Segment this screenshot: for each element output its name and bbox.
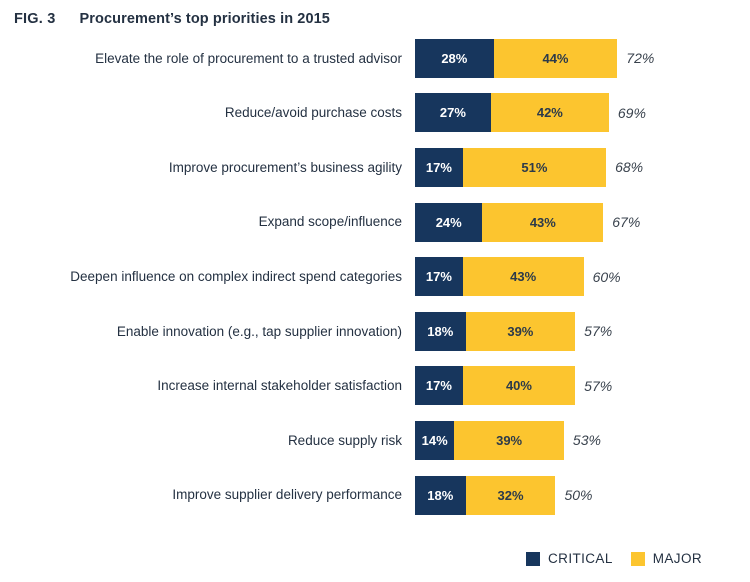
chart-row: Increase internal stakeholder satisfacti…: [0, 359, 750, 414]
total-label: 69%: [617, 104, 646, 121]
chart-rows: Elevate the role of procurement to a tru…: [0, 31, 750, 522]
chart-row: Improve procurement’s business agility 1…: [0, 140, 750, 195]
stacked-bar: 18% 32%: [415, 475, 556, 515]
total-label: 50%: [564, 487, 593, 504]
figure-title-bar: FIG. 3 Procurement’s top priorities in 2…: [0, 0, 750, 27]
bar-segment-critical: 27%: [415, 93, 491, 133]
stacked-bar: 27% 42%: [415, 93, 609, 133]
chart-row: Elevate the role of procurement to a tru…: [0, 31, 750, 86]
category-label: Deepen influence on complex indirect spe…: [70, 268, 402, 284]
bar-segment-major: 44%: [493, 38, 618, 78]
category-label: Enable innovation (e.g., tap supplier in…: [116, 323, 402, 339]
chart-row: Improve supplier delivery performance 18…: [0, 468, 750, 523]
category-label: Reduce/avoid purchase costs: [224, 105, 402, 121]
total-label: 72%: [626, 50, 655, 67]
chart-row: Reduce supply risk 14% 39% 53%: [0, 413, 750, 468]
category-label: Reduce supply risk: [287, 432, 402, 448]
bar-segment-critical: 24%: [415, 202, 483, 242]
total-label: 57%: [584, 377, 613, 394]
bar-segment-critical: 17%: [415, 147, 463, 187]
legend-label-critical: CRITICAL: [548, 551, 613, 566]
stacked-bar: 17% 43%: [415, 257, 584, 297]
stacked-bar: 17% 40%: [415, 366, 576, 406]
chart-row: Enable innovation (e.g., tap supplier in…: [0, 304, 750, 359]
chart-row: Reduce/avoid purchase costs 27% 42% 69%: [0, 86, 750, 141]
bar-segment-critical: 14%: [415, 420, 455, 460]
category-label: Improve supplier delivery performance: [172, 487, 402, 503]
category-label: Increase internal stakeholder satisfacti…: [157, 378, 402, 394]
stacked-bar: 14% 39%: [415, 420, 564, 460]
stacked-bar: 28% 44%: [415, 38, 618, 78]
total-label: 60%: [592, 268, 621, 285]
category-label: Elevate the role of procurement to a tru…: [95, 50, 402, 66]
bar-segment-major: 43%: [482, 202, 604, 242]
chart-row: Deepen influence on complex indirect spe…: [0, 249, 750, 304]
stacked-bar: 18% 39%: [415, 311, 576, 351]
bar-segment-major: 39%: [465, 311, 576, 351]
legend-label-major: MAJOR: [652, 551, 702, 566]
figure-number: FIG. 3: [14, 11, 56, 27]
bar-segment-major: 40%: [462, 366, 576, 406]
bar-segment-major: 51%: [462, 147, 607, 187]
total-label: 53%: [572, 432, 601, 449]
bar-segment-major: 43%: [462, 257, 584, 297]
bar-segment-major: 42%: [490, 93, 609, 133]
chart-legend: CRITICAL MAJOR: [526, 551, 702, 566]
chart-row: Expand scope/influence 24% 43% 67%: [0, 195, 750, 250]
bar-segment-major: 32%: [465, 475, 556, 515]
total-label: 67%: [612, 214, 641, 231]
bar-segment-critical: 18%: [415, 475, 466, 515]
bar-segment-critical: 17%: [415, 257, 463, 297]
page-title: Procurement’s top priorities in 2015: [79, 11, 330, 27]
critical-swatch-icon: [526, 551, 541, 566]
total-label: 57%: [584, 323, 613, 340]
bar-segment-critical: 18%: [415, 311, 466, 351]
total-label: 68%: [615, 159, 644, 176]
stacked-bar: 17% 51%: [415, 147, 607, 187]
bar-segment-critical: 28%: [415, 38, 494, 78]
legend-item-critical: CRITICAL: [526, 551, 613, 566]
category-label: Expand scope/influence: [258, 214, 402, 230]
major-swatch-icon: [630, 551, 645, 566]
legend-item-major: MAJOR: [630, 551, 702, 566]
bar-segment-critical: 17%: [415, 366, 463, 406]
bar-segment-major: 39%: [454, 420, 564, 460]
category-label: Improve procurement’s business agility: [168, 159, 402, 175]
stacked-bar: 24% 43%: [415, 202, 604, 242]
